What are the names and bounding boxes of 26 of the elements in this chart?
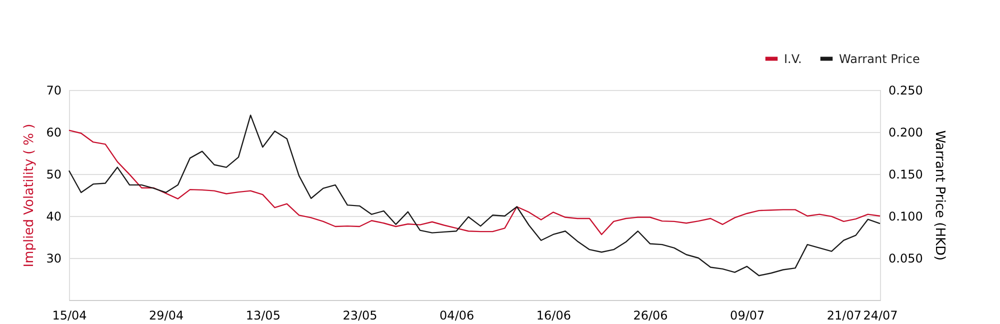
- x-tick-label: 29/04: [149, 308, 184, 322]
- y-tick-label: 60: [46, 126, 62, 140]
- y2-tick-label: 0.100: [888, 210, 923, 224]
- y2-tick-label: 0.250: [888, 84, 923, 98]
- legend-label: I.V.: [784, 52, 802, 66]
- y2-tick-label: 0.150: [888, 168, 923, 182]
- y2-tick-label: 0.200: [888, 126, 923, 140]
- y2-tick-label: 0.050: [888, 252, 923, 266]
- y-tick-label: 40: [46, 210, 62, 224]
- x-tick-label: 13/05: [246, 308, 280, 322]
- x-tick-label: 21/07: [826, 308, 862, 322]
- y-tick-label: 30: [46, 252, 62, 266]
- y-axis-title: Implied Volatility ( % ): [22, 124, 38, 268]
- x-tick-label: 24/07: [863, 308, 898, 322]
- line-series: [68, 130, 881, 236]
- y-tick-label: 70: [46, 84, 62, 98]
- x-tick-label: 23/05: [342, 308, 378, 322]
- legend-label: Warrant Price: [839, 52, 920, 66]
- x-tick-label: 04/06: [440, 308, 474, 322]
- y2-axis-title: Warrant Price (HKD): [932, 130, 947, 261]
- x-tick-label: 15/04: [52, 308, 87, 322]
- line-series: [68, 114, 881, 276]
- x-tick-label: 09/07: [730, 308, 765, 322]
- x-tick-label: 16/06: [536, 308, 571, 322]
- x-tick-label: 26/06: [633, 308, 668, 322]
- y-tick-label: 50: [46, 168, 62, 182]
